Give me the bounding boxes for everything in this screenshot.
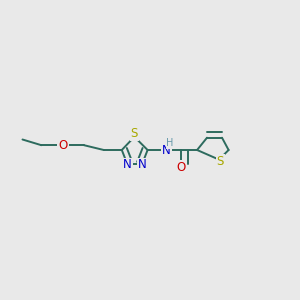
- Text: S: S: [217, 155, 224, 168]
- Text: O: O: [58, 139, 68, 152]
- Text: O: O: [177, 161, 186, 174]
- Text: N: N: [123, 158, 132, 172]
- Text: H: H: [166, 138, 173, 148]
- Text: S: S: [131, 127, 138, 140]
- Text: N: N: [138, 158, 147, 172]
- Text: N: N: [162, 143, 171, 157]
